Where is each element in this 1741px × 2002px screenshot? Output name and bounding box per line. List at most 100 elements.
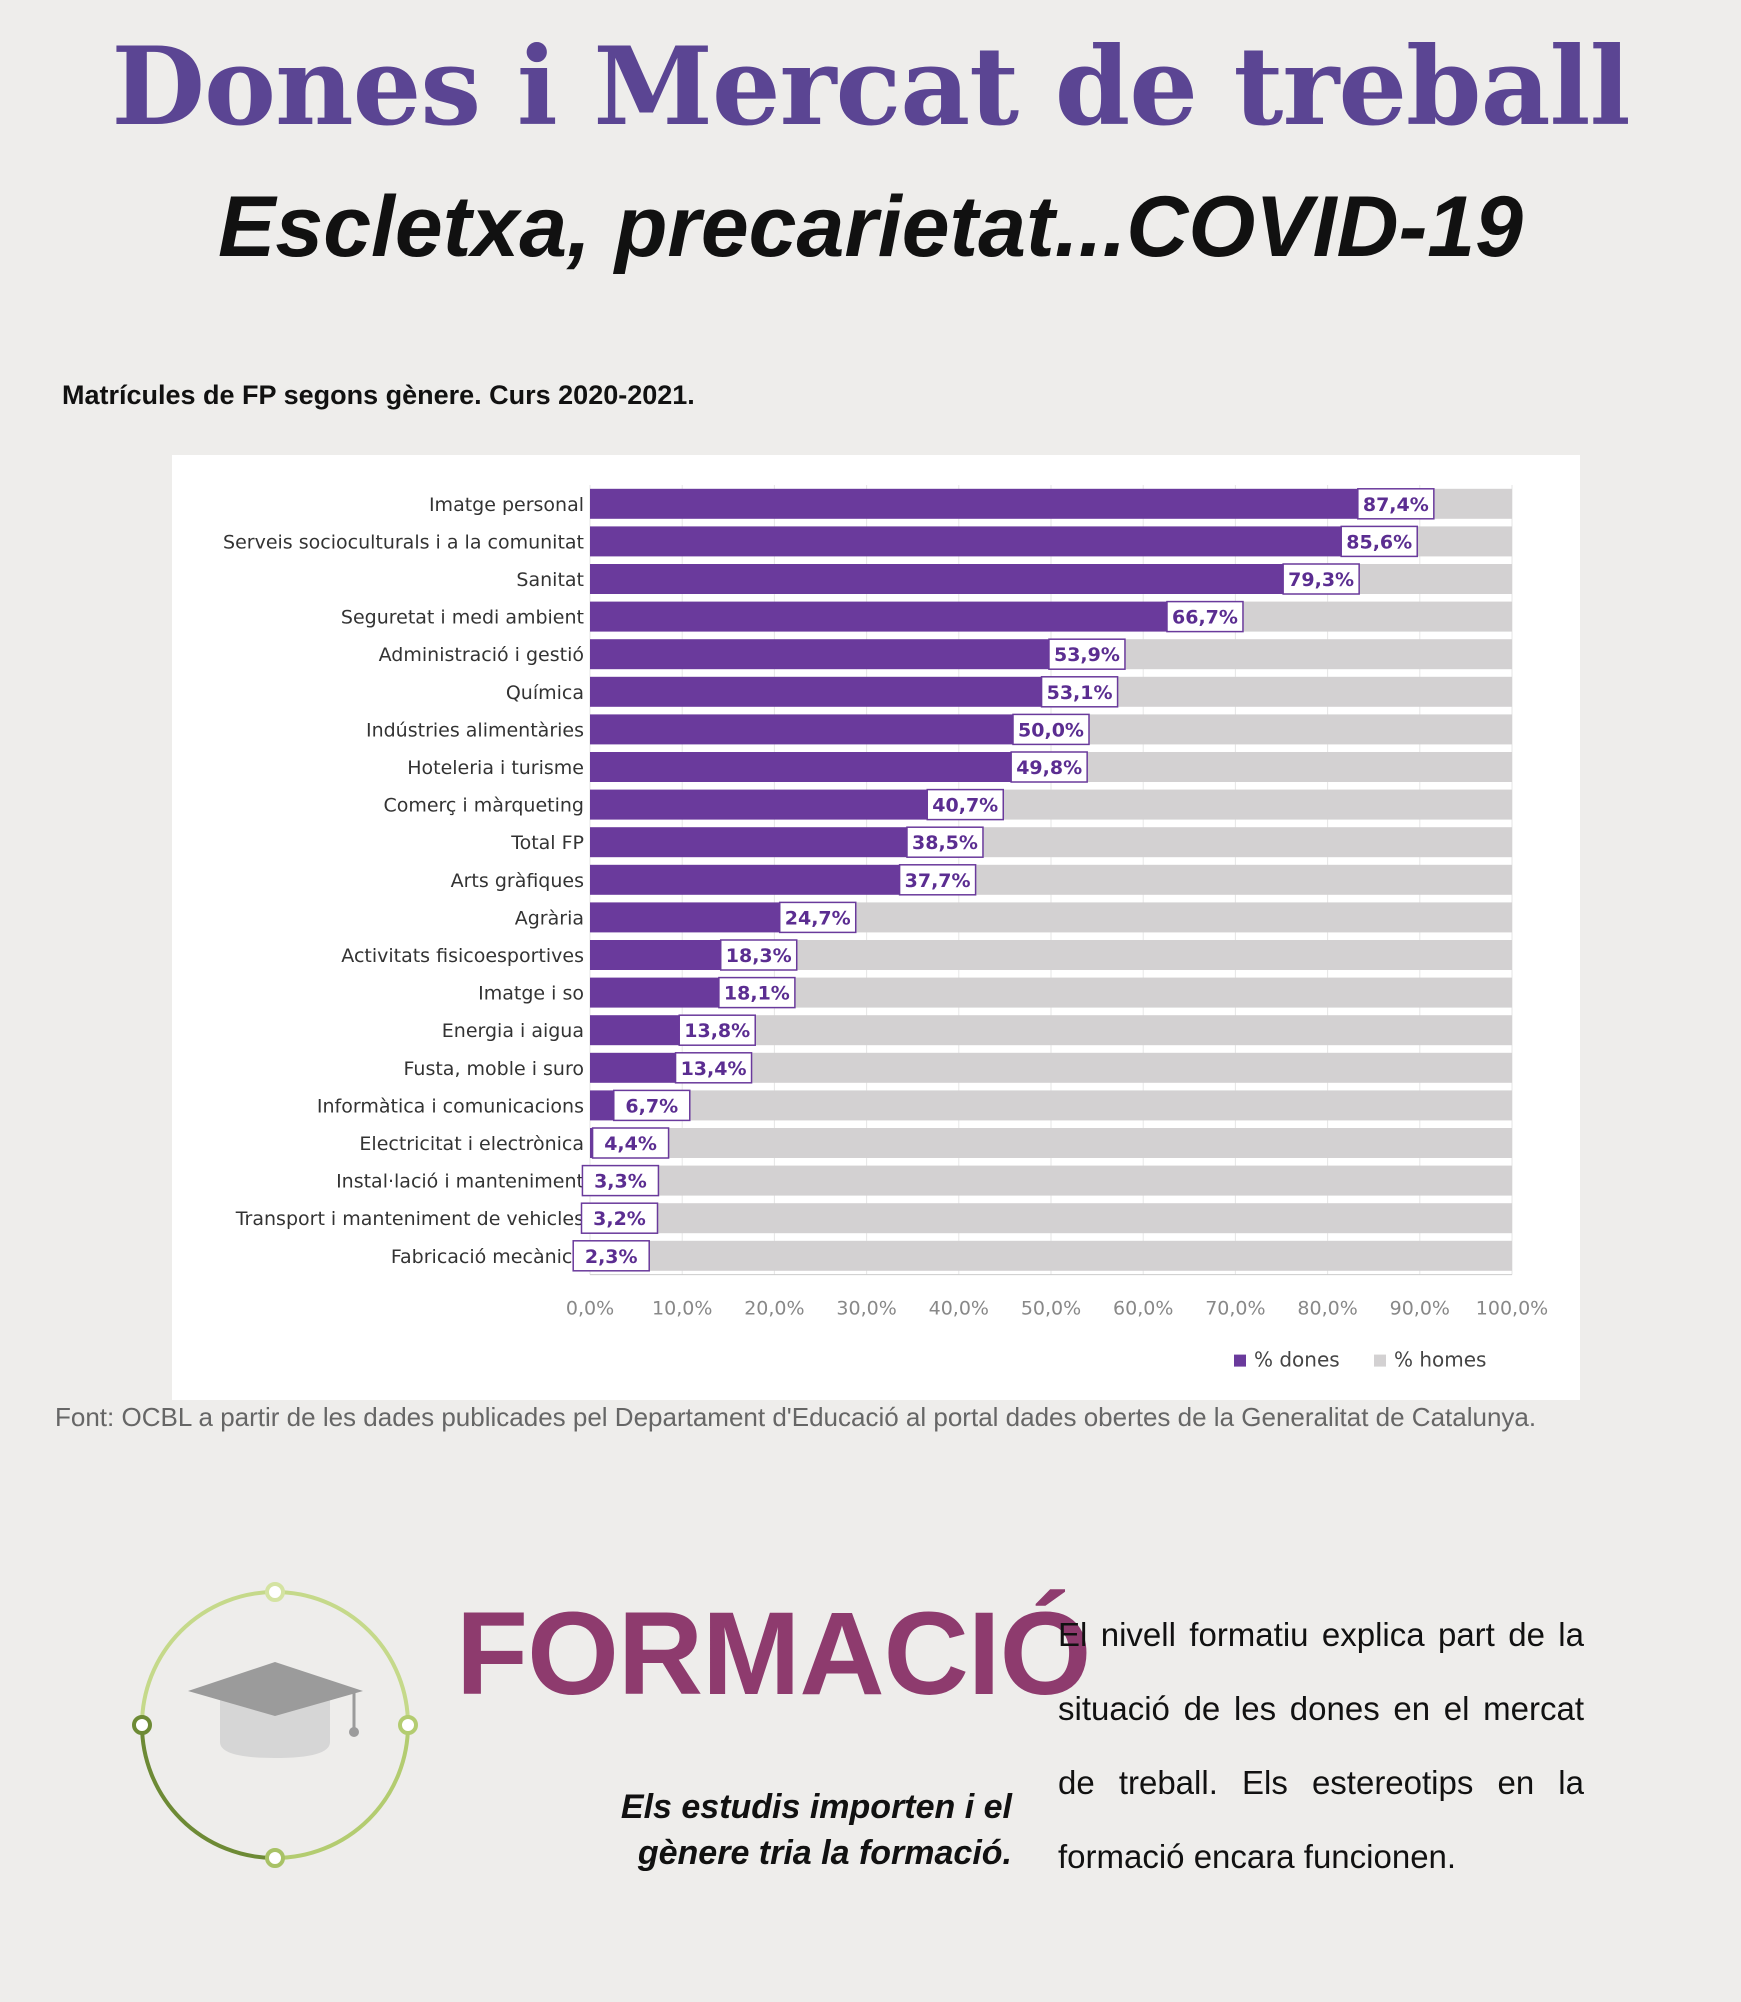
bar-dones-1 bbox=[590, 526, 1380, 557]
data-label-5: 53,1% bbox=[1047, 682, 1113, 704]
bar-homes-9 bbox=[944, 827, 1512, 858]
x-tick-label-6: 60,0% bbox=[1113, 1298, 1173, 1320]
x-tick-label-7: 70,0% bbox=[1205, 1298, 1265, 1320]
bar-dones-0 bbox=[590, 488, 1396, 519]
chart-heading: Matrícules de FP segons gènere. Curs 202… bbox=[62, 380, 695, 410]
bar-homes-19 bbox=[619, 1203, 1512, 1234]
data-label-17: 4,4% bbox=[604, 1133, 657, 1155]
data-label-box-4 bbox=[1048, 638, 1126, 670]
bar-homes-15 bbox=[713, 1052, 1512, 1083]
legend-label-1: % homes bbox=[1394, 1348, 1486, 1372]
x-tick-label-0: 0,0% bbox=[566, 1298, 614, 1320]
data-label-box-15 bbox=[674, 1052, 753, 1084]
bar-homes-5 bbox=[1079, 676, 1512, 707]
bar-dones-9 bbox=[590, 827, 945, 858]
data-label-box-5 bbox=[1040, 676, 1119, 708]
data-label-19: 3,2% bbox=[593, 1208, 646, 1230]
x-tick-label-10: 100,0% bbox=[1476, 1298, 1548, 1320]
bar-dones-6 bbox=[590, 714, 1051, 745]
bar-homes-14 bbox=[717, 1015, 1512, 1046]
category-label-6: Indústries alimentàries bbox=[366, 719, 584, 741]
category-label-3: Seguretat i medi ambient bbox=[341, 607, 584, 629]
section-title: FORMACIÓ bbox=[456, 1588, 1091, 1720]
data-label-box-20 bbox=[572, 1240, 650, 1272]
section-body-text: El nivell formatiu explica part de la si… bbox=[1058, 1616, 1584, 1875]
data-label-box-10 bbox=[898, 864, 977, 896]
data-label-box-16 bbox=[613, 1089, 691, 1122]
bar-dones-2 bbox=[590, 564, 1322, 594]
category-label-11: Agrària bbox=[515, 907, 584, 929]
page-title: Dones i Mercat de treball bbox=[111, 24, 1630, 150]
category-label-8: Comerç i màrqueting bbox=[383, 795, 584, 817]
category-label-9: Total FP bbox=[510, 832, 584, 854]
data-label-18: 3,3% bbox=[594, 1171, 647, 1193]
bar-homes-11 bbox=[817, 902, 1512, 933]
category-label-13: Imatge i so bbox=[478, 983, 584, 1005]
source-note: Font: OCBL a partir de les dades publica… bbox=[55, 1402, 1537, 1432]
legend-label-0: % dones bbox=[1254, 1348, 1340, 1372]
data-label-13: 18,1% bbox=[724, 983, 790, 1005]
category-label-19: Transport i manteniment de vehicles bbox=[235, 1208, 584, 1230]
data-label-box-12 bbox=[719, 939, 798, 971]
data-label-box-9 bbox=[906, 826, 984, 858]
data-label-box-14 bbox=[678, 1014, 756, 1046]
data-label-box-8 bbox=[926, 788, 1005, 821]
category-label-16: Informàtica i comunicacions bbox=[317, 1095, 584, 1117]
bar-homes-10 bbox=[937, 864, 1512, 895]
data-label-1: 85,6% bbox=[1346, 531, 1412, 553]
tagline-line-2: gènere tria la formació. bbox=[637, 1833, 1012, 1872]
category-label-12: Activitats fisicoesportives bbox=[341, 945, 584, 967]
data-label-20: 2,3% bbox=[585, 1246, 638, 1268]
data-label-8: 40,7% bbox=[932, 795, 998, 817]
data-label-box-6 bbox=[1012, 713, 1090, 746]
chart-panel: Imatge personal 87,4% Serveis sociocultura… bbox=[172, 455, 1580, 1400]
bar-homes-16 bbox=[651, 1090, 1512, 1121]
data-label-box-7 bbox=[1010, 751, 1088, 783]
data-label-10: 37,7% bbox=[905, 870, 971, 892]
data-label-4: 53,9% bbox=[1054, 644, 1120, 666]
x-tick-label-5: 50,0% bbox=[1021, 1298, 1081, 1320]
legend-swatch-0 bbox=[1234, 1354, 1246, 1367]
bar-homes-18 bbox=[620, 1165, 1512, 1196]
data-label-0: 87,4% bbox=[1363, 494, 1429, 516]
data-label-box-3 bbox=[1166, 600, 1244, 633]
x-tick-label-8: 80,0% bbox=[1297, 1298, 1357, 1320]
data-label-16: 6,7% bbox=[625, 1095, 678, 1117]
bar-dones-8 bbox=[590, 789, 966, 820]
category-label-17: Electricitat i electrònica bbox=[359, 1133, 584, 1155]
data-label-12: 18,3% bbox=[726, 945, 792, 967]
data-label-box-1 bbox=[1340, 525, 1418, 558]
data-label-15: 13,4% bbox=[681, 1058, 747, 1080]
data-label-2: 79,3% bbox=[1288, 569, 1354, 591]
bar-homes-4 bbox=[1086, 639, 1512, 670]
data-label-11: 24,7% bbox=[785, 907, 851, 929]
data-label-box-0 bbox=[1357, 488, 1435, 520]
data-label-14: 13,8% bbox=[684, 1020, 750, 1042]
tagline-line-1: Els estudis importen i el bbox=[620, 1788, 1012, 1826]
bar-dones-7 bbox=[590, 752, 1050, 782]
category-label-15: Fusta, moble i suro bbox=[404, 1058, 584, 1080]
category-label-4: Administració i gestió bbox=[379, 644, 584, 666]
category-label-1: Serveis socioculturals i a la comunitat bbox=[223, 531, 584, 553]
x-tick-label-9: 90,0% bbox=[1390, 1298, 1450, 1320]
bar-homes-12 bbox=[758, 940, 1512, 970]
data-label-box-11 bbox=[778, 901, 857, 934]
category-label-18: Instal·lació i manteniment bbox=[336, 1171, 584, 1193]
category-label-0: Imatge personal bbox=[429, 494, 584, 516]
category-label-2: Sanitat bbox=[516, 569, 584, 591]
data-label-box-18 bbox=[581, 1164, 660, 1197]
bar-dones-3 bbox=[590, 601, 1205, 632]
category-label-20: Fabricació mecànica bbox=[391, 1246, 584, 1268]
bar-dones-10 bbox=[590, 864, 938, 895]
data-label-3: 66,7% bbox=[1172, 607, 1238, 629]
data-label-box-17 bbox=[591, 1127, 670, 1159]
bar-homes-13 bbox=[756, 977, 1512, 1008]
category-label-7: Hoteleria i turisme bbox=[407, 757, 584, 779]
data-label-7: 49,8% bbox=[1016, 757, 1082, 779]
x-tick-label-4: 40,0% bbox=[929, 1298, 989, 1320]
x-tick-label-1: 10,0% bbox=[652, 1298, 712, 1320]
bar-dones-4 bbox=[590, 639, 1087, 670]
data-label-box-13 bbox=[718, 976, 796, 1009]
category-label-5: Química bbox=[506, 682, 584, 704]
x-tick-label-3: 30,0% bbox=[836, 1298, 896, 1320]
